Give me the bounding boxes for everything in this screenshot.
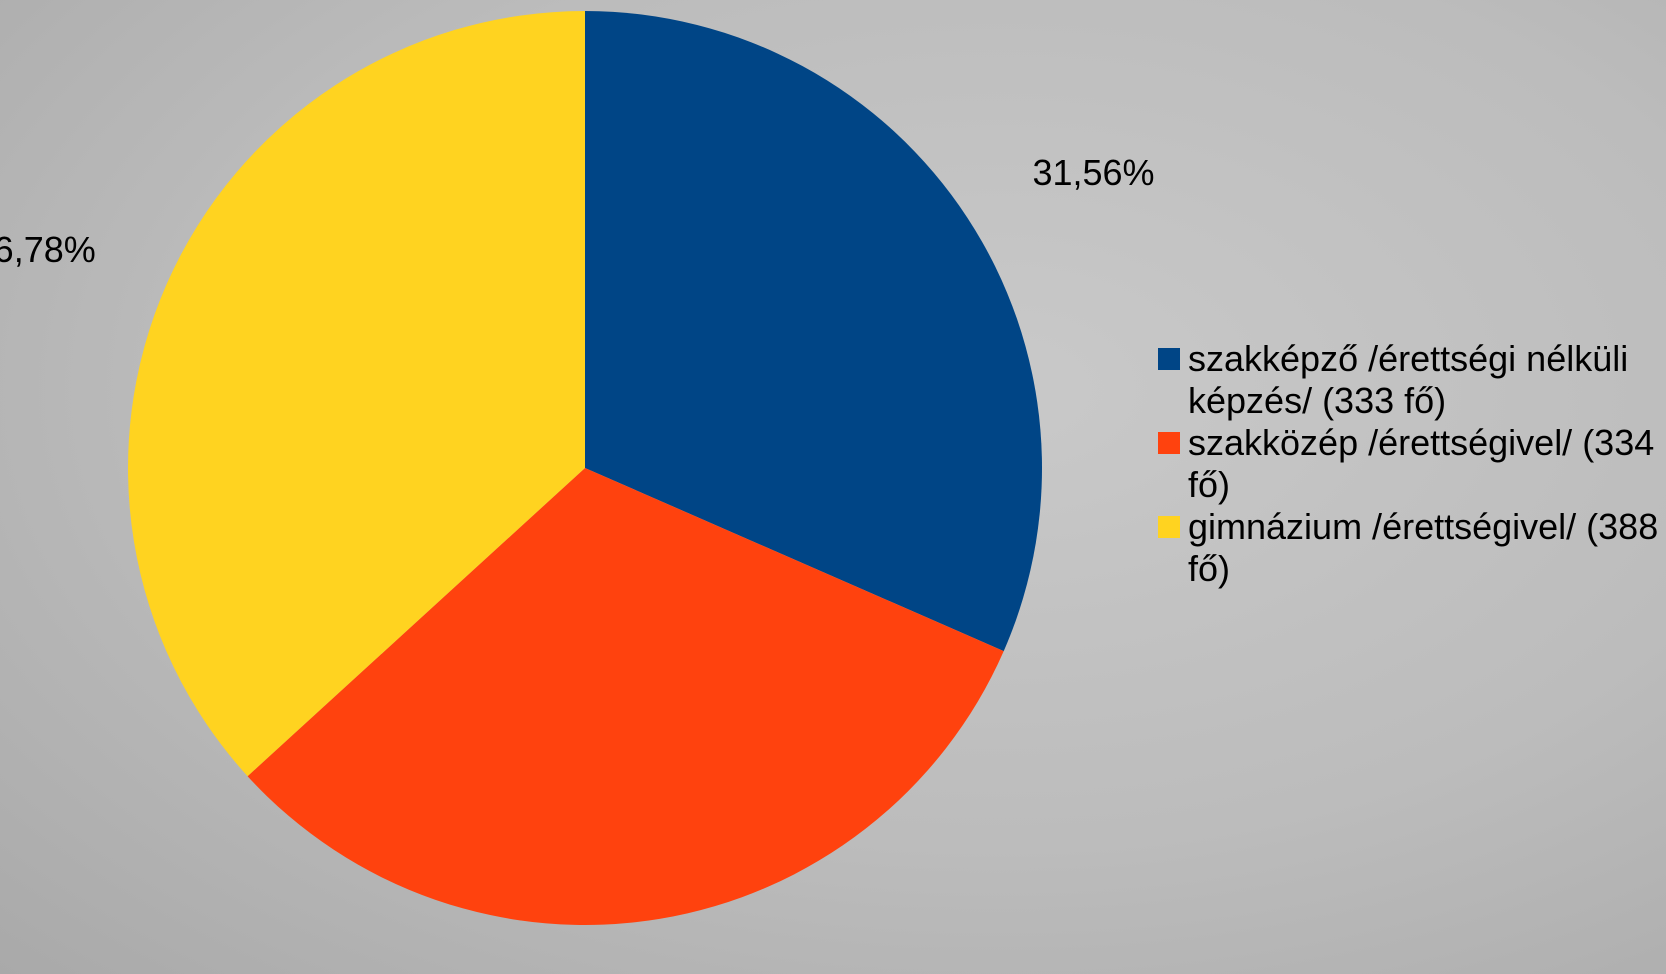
pie-slice — [247, 468, 1004, 925]
pie-slice — [127, 11, 586, 777]
legend-item: szakképző /érettségi nélküli képzés/ (33… — [1158, 338, 1663, 422]
legend: szakképző /érettségi nélküli képzés/ (33… — [1158, 338, 1663, 590]
legend-swatch — [1158, 432, 1180, 454]
legend-label: gimnázium /érettségivel/ (388 fő) — [1188, 506, 1659, 589]
data-label: 31,66% — [611, 972, 733, 974]
legend-label: szakközép /érettségivel/ (334 fő) — [1188, 422, 1655, 505]
legend-swatch — [1158, 516, 1180, 538]
data-label: 36,78% — [0, 229, 96, 270]
data-label: 31,56% — [1032, 152, 1154, 193]
legend-swatch — [1158, 348, 1180, 370]
legend-item: gimnázium /érettségivel/ (388 fő) — [1158, 506, 1663, 590]
legend-label: szakképző /érettségi nélküli képzés/ (33… — [1188, 338, 1629, 421]
legend-item: szakközép /érettségivel/ (334 fő) — [1158, 422, 1663, 506]
pie-slice — [585, 11, 1042, 652]
